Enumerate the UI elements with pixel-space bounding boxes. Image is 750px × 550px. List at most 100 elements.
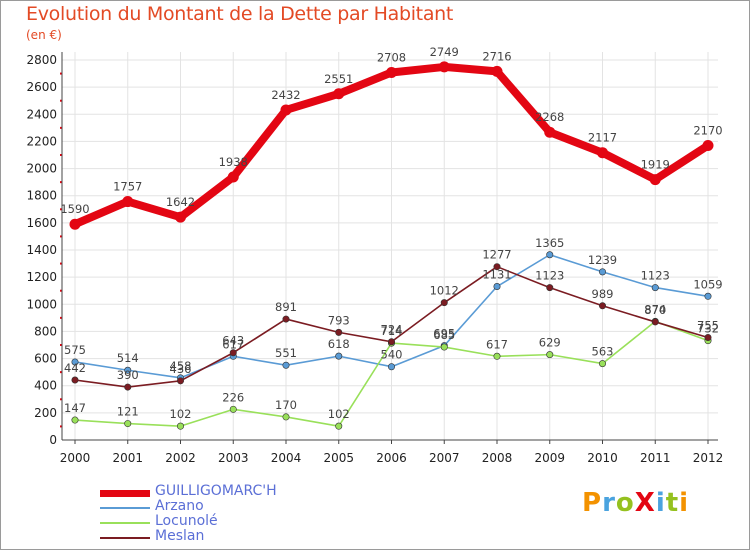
data-label: 1642	[166, 195, 195, 209]
data-label-layer: 575 514 458 617 551 618 540 695 1131 1365 1239 1123…	[60, 45, 722, 421]
data-label: 793	[328, 313, 350, 327]
data-label: 1059	[693, 277, 722, 291]
legend-label: Meslan	[155, 528, 205, 544]
grid-layer	[62, 52, 718, 441]
data-point	[649, 174, 661, 186]
data-label: 1123	[641, 269, 670, 283]
data-label: 870	[644, 303, 666, 317]
data-point	[282, 315, 290, 323]
data-label: 121	[117, 405, 139, 419]
chart-subtitle: (en €)	[26, 28, 62, 42]
data-point	[335, 328, 343, 336]
data-label: 436	[170, 362, 192, 376]
y-tick-label: 2400	[26, 107, 57, 121]
y-minor-tick	[60, 316, 62, 319]
legend-swatch	[100, 490, 150, 497]
y-tick-label: 400	[34, 379, 57, 393]
x-tick-label: 2008	[482, 451, 513, 465]
data-point	[598, 360, 606, 368]
data-label: 617	[486, 337, 508, 351]
data-point	[124, 420, 132, 428]
x-tick-label: 2003	[218, 451, 249, 465]
y-tick-label: 2600	[26, 80, 57, 94]
x-tick-label: 2002	[165, 451, 196, 465]
y-tick-label: 600	[34, 352, 57, 366]
data-point	[651, 284, 659, 292]
data-point	[651, 318, 659, 326]
y-minor-tick	[60, 208, 62, 211]
data-point	[493, 283, 501, 291]
y-minor-tick	[60, 154, 62, 156]
data-point	[175, 211, 186, 223]
data-label: 1919	[641, 158, 670, 172]
data-label: 2268	[535, 110, 564, 124]
data-point	[122, 196, 134, 208]
data-label: 618	[328, 337, 350, 351]
data-label: 2716	[482, 49, 511, 63]
data-point	[124, 366, 132, 374]
data-label: 1590	[60, 202, 89, 216]
y-tick-label: 2000	[26, 162, 57, 176]
data-point	[546, 351, 554, 359]
y-tick-label: 1000	[26, 297, 57, 311]
legend-swatch	[100, 537, 150, 539]
brand-letter: o	[615, 488, 635, 518]
y-tick-label: 1600	[26, 216, 57, 230]
data-label: 1123	[535, 269, 564, 283]
data-label: 102	[170, 407, 192, 421]
legend-label: Locunolé	[155, 513, 218, 529]
brand-letter: X	[634, 488, 656, 518]
data-label: 551	[275, 346, 297, 360]
data-point	[702, 140, 714, 151]
y-tick-label: 200	[34, 406, 57, 420]
data-point	[387, 363, 395, 371]
data-point	[282, 413, 290, 421]
data-label: 1365	[535, 236, 564, 250]
data-label: 1012	[430, 284, 459, 298]
legend-swatch	[100, 507, 150, 509]
data-label: 643	[222, 334, 244, 348]
data-label: 724	[381, 323, 403, 337]
data-point	[387, 338, 395, 346]
data-point	[227, 171, 239, 183]
data-label: 442	[64, 361, 86, 375]
data-label: 617	[222, 337, 244, 351]
brand-letter: i	[655, 488, 666, 518]
data-label: 1239	[588, 253, 617, 267]
brand-letter: r	[602, 488, 616, 518]
data-label: 874	[644, 302, 666, 316]
data-point	[546, 284, 554, 292]
x-tick-label: 2012	[693, 451, 724, 465]
data-point	[177, 377, 185, 385]
data-label: 1277	[482, 248, 511, 262]
data-point	[177, 422, 185, 430]
data-label: 685	[433, 328, 455, 342]
data-point	[69, 218, 81, 230]
data-label: 458	[170, 359, 192, 373]
data-point	[280, 104, 292, 116]
data-point	[546, 251, 554, 259]
y-minor-tick	[60, 289, 62, 292]
data-point	[71, 358, 79, 366]
y-tick-label: 800	[34, 324, 57, 338]
data-label: 732	[697, 322, 719, 336]
y-tick-label: 1200	[26, 270, 57, 284]
data-point	[598, 302, 606, 310]
data-point	[282, 361, 290, 369]
data-point	[544, 126, 556, 138]
data-point	[71, 376, 79, 384]
data-label: 2551	[324, 72, 353, 86]
series-layer	[69, 61, 714, 430]
x-tick-label: 2000	[60, 451, 91, 465]
data-label: 102	[328, 407, 350, 421]
y-tick-label: 2800	[26, 53, 57, 67]
y-tick-label: 1800	[26, 189, 57, 203]
y-minor-tick	[60, 262, 62, 265]
x-tick-label: 2007	[429, 451, 460, 465]
data-point	[491, 65, 503, 77]
data-label: 390	[117, 368, 139, 382]
y-minor-tick	[60, 398, 62, 401]
data-point	[335, 352, 343, 360]
y-minor-tick	[60, 181, 62, 184]
